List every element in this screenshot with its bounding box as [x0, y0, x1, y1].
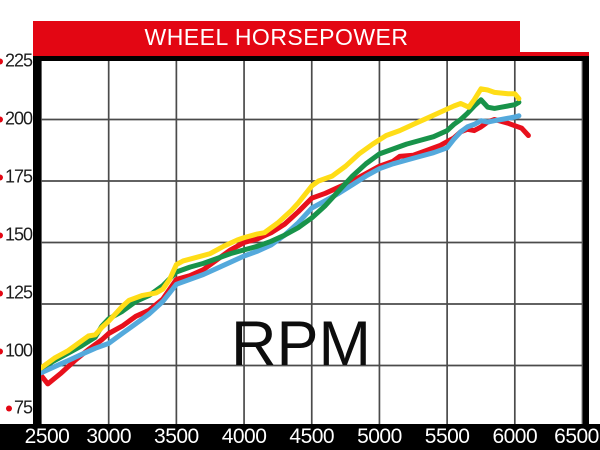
x-tick-2500: 2500: [24, 425, 70, 448]
y-tick-label: 175: [4, 166, 33, 187]
series-line-red: [41, 117, 531, 387]
plot-border-right: [583, 56, 589, 424]
x-tick-3500: 3500: [154, 425, 199, 448]
y-tick-150: 150: [0, 224, 33, 246]
x-tick-5000: 5000: [357, 425, 402, 448]
tick-bullet-icon: [0, 174, 3, 180]
y-tick-label: 75: [13, 397, 33, 418]
y-tick-label: 200: [4, 108, 33, 129]
y-tick-125: 125: [0, 282, 33, 304]
x-tick-3000: 3000: [86, 425, 132, 448]
y-tick-75: 75: [5, 397, 33, 419]
x-tick-4000: 4000: [221, 425, 267, 448]
y-tick-225: 225: [0, 50, 33, 72]
y-tick-label: 100: [4, 340, 33, 361]
plot-border-top: [33, 56, 589, 61]
chart-title-banner: WHEEL HORSEPOWER: [33, 21, 520, 53]
tick-bullet-icon: [0, 58, 3, 64]
y-tick-label: 125: [4, 282, 33, 303]
x-axis-unit-label: RPM: [231, 309, 371, 379]
y-tick-label: 150: [4, 224, 33, 245]
series-line-yellow: [41, 86, 522, 371]
y-tick-label: 225: [4, 50, 33, 71]
y-tick-175: 175: [0, 166, 33, 188]
tick-bullet-icon: [0, 116, 3, 122]
x-tick-6000: 6000: [492, 425, 538, 448]
x-axis-band: 2500 3000 3500 4000 4500 5000 5500 6000 6500: [0, 424, 600, 450]
tick-bullet-icon: [5, 405, 12, 411]
series-line-blue: [41, 113, 522, 376]
x-tick-5500: 5500: [424, 425, 470, 448]
y-tick-200: 200: [0, 108, 33, 130]
x-tick-4500: 4500: [289, 425, 335, 448]
tick-bullet-icon: [0, 290, 3, 296]
chart-title: WHEEL HORSEPOWER: [144, 23, 409, 50]
tick-bullet-icon: [0, 348, 3, 354]
tick-bullet-icon: [0, 232, 3, 238]
y-tick-100: 100: [0, 340, 33, 362]
plot-border-left: [33, 56, 41, 424]
banner-underline: [33, 52, 589, 56]
x-tick-6500: 6500: [554, 425, 599, 448]
